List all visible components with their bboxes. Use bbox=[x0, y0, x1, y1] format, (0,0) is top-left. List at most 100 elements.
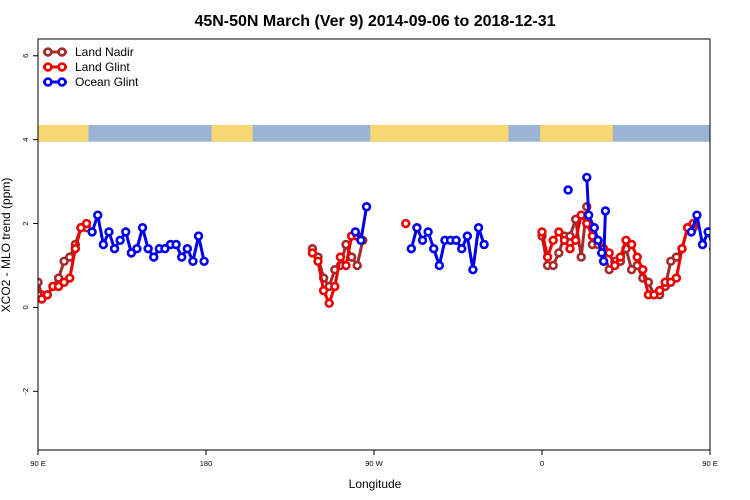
data-point bbox=[615, 252, 626, 262]
data-point bbox=[597, 248, 607, 258]
data-point bbox=[361, 202, 372, 212]
data-point bbox=[576, 210, 586, 220]
data-point bbox=[563, 185, 573, 195]
data-point bbox=[692, 210, 702, 220]
data-point bbox=[70, 243, 81, 254]
data-point bbox=[697, 239, 708, 250]
data-point bbox=[81, 218, 92, 229]
data-point bbox=[65, 273, 75, 283]
map-land bbox=[370, 124, 509, 142]
data-point bbox=[709, 245, 710, 252]
legend-marker bbox=[43, 47, 53, 57]
data-point bbox=[610, 260, 620, 271]
data-point bbox=[548, 235, 558, 246]
data-point bbox=[423, 227, 433, 237]
data-point bbox=[350, 227, 361, 237]
map-land bbox=[540, 124, 613, 142]
data-point bbox=[582, 172, 592, 183]
data-point bbox=[703, 227, 710, 237]
data-point bbox=[406, 243, 417, 254]
legend-item: Ocean Glint bbox=[43, 75, 139, 89]
data-point bbox=[462, 231, 473, 241]
x-tick-label: 90 W bbox=[365, 459, 383, 468]
y-tick-label: 0 bbox=[21, 305, 30, 309]
data-point bbox=[87, 227, 97, 237]
data-point bbox=[412, 223, 422, 233]
data-point bbox=[417, 235, 428, 246]
data-point bbox=[554, 227, 564, 237]
data-point bbox=[341, 260, 351, 271]
data-point bbox=[576, 252, 586, 262]
series-line bbox=[689, 213, 710, 246]
x-axis-label: Longitude bbox=[349, 477, 402, 491]
series-line bbox=[409, 226, 486, 272]
data-point bbox=[429, 243, 439, 254]
data-point bbox=[600, 206, 611, 216]
data-point bbox=[188, 256, 198, 266]
data-point bbox=[451, 235, 461, 246]
data-point bbox=[638, 264, 648, 275]
series-line bbox=[90, 213, 206, 263]
data-point bbox=[318, 285, 329, 296]
data-point bbox=[104, 227, 114, 237]
data-point bbox=[733, 245, 740, 252]
legend-item: Land Nadir bbox=[43, 45, 134, 59]
data-point bbox=[38, 277, 43, 287]
data-point bbox=[199, 256, 209, 266]
data-point bbox=[109, 243, 120, 254]
data-point bbox=[716, 237, 723, 244]
x-axis: 90 E 180 90 W 0 90 E bbox=[30, 450, 718, 468]
data-point bbox=[137, 223, 148, 233]
data-point bbox=[626, 239, 637, 250]
data-point bbox=[171, 239, 181, 250]
data-point bbox=[654, 285, 665, 296]
map-land bbox=[714, 125, 750, 142]
data-point bbox=[177, 252, 187, 262]
data-point bbox=[479, 239, 489, 250]
data-point bbox=[143, 243, 153, 254]
data-point bbox=[677, 243, 687, 254]
legend-marker bbox=[57, 77, 67, 87]
data-point bbox=[149, 252, 159, 262]
y-tick-label: 6 bbox=[21, 54, 30, 58]
data-point bbox=[335, 252, 346, 262]
world-map-band bbox=[38, 124, 750, 142]
data-point bbox=[193, 231, 204, 241]
y-axis-label: XCO2 - MLO trend (ppm) bbox=[0, 178, 13, 313]
x-tick-label: 0 bbox=[540, 459, 544, 468]
data-point bbox=[352, 260, 362, 271]
y-tick-label: -2 bbox=[21, 388, 30, 395]
x-tick-label: 90 E bbox=[702, 459, 717, 468]
legend-marker bbox=[43, 77, 53, 87]
data-point bbox=[132, 243, 142, 254]
series-layer bbox=[38, 172, 740, 308]
y-tick-label: 4 bbox=[21, 138, 30, 142]
data-point bbox=[324, 298, 334, 308]
data-point bbox=[589, 223, 599, 233]
series-land-glint bbox=[38, 210, 698, 308]
data-point bbox=[121, 227, 131, 237]
data-point bbox=[330, 281, 340, 292]
legend-marker bbox=[57, 62, 67, 72]
data-point bbox=[313, 256, 323, 266]
data-point bbox=[554, 248, 564, 258]
data-point bbox=[671, 273, 682, 283]
data-point bbox=[565, 243, 575, 254]
data-point bbox=[356, 235, 366, 246]
data-point bbox=[182, 243, 193, 254]
y-tick-label: 2 bbox=[21, 221, 30, 225]
data-point bbox=[686, 227, 697, 237]
legend-marker bbox=[43, 62, 53, 72]
data-point bbox=[537, 227, 547, 237]
data-point bbox=[727, 249, 734, 256]
data-point bbox=[115, 235, 125, 246]
y-axis: -2 0 2 4 6 bbox=[21, 54, 38, 395]
x-tick-label: 180 bbox=[200, 459, 213, 468]
data-point bbox=[542, 252, 553, 262]
data-point bbox=[593, 235, 603, 246]
legend-item: Land Glint bbox=[43, 60, 130, 74]
chart-title: 45N-50N March (Ver 9) 2014-09-06 to 2018… bbox=[194, 13, 555, 30]
data-point bbox=[98, 239, 109, 250]
